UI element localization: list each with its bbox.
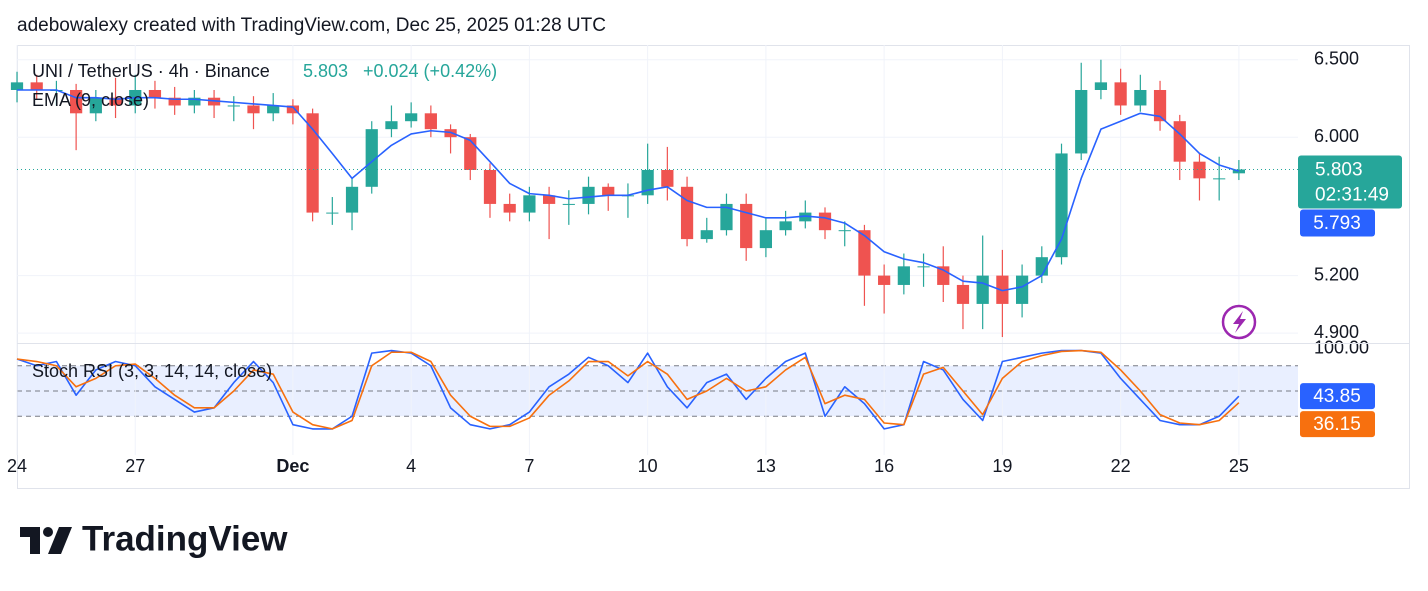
candle-body [267,105,280,114]
x-tick-label: 25 [1229,456,1249,476]
candle-body [1232,169,1245,174]
candle-body [878,275,891,285]
candle-body [286,105,300,114]
stoch-line [16,349,1240,430]
candle-body [818,212,832,231]
y-tick-label: 6.500 [1314,49,1359,69]
x-tick-label: 7 [524,456,534,476]
x-tick-label: 13 [756,456,776,476]
price-tag-label: 5.793 [1313,213,1361,234]
candle-body [365,129,378,187]
x-tick-label: 24 [7,456,27,476]
candle-body [562,203,575,205]
candle-body [1015,275,1029,304]
candle-body [1094,82,1108,90]
candle-body [917,266,930,268]
legend-change: +0.024 (+0.42%) [363,61,497,81]
candle-body [30,82,43,90]
label-layer: 4.900 5.200 6.000 6.500 UNI / TetherUS · 4h … [7,49,1402,476]
candle-body [464,137,477,170]
header: adebowalexy created with TradingView.com… [17,15,606,36]
y-tick-label: 4.900 [1314,322,1359,342]
candle-body [188,97,201,106]
candle-body [582,186,595,204]
y-tick-label: 100.00 [1314,338,1369,358]
y-tick-label: 5.200 [1314,264,1359,284]
stoch-line [16,349,1240,430]
ema-line [17,89,1240,292]
x-tick-label: 16 [874,456,894,476]
candle-body [700,230,713,240]
price-tag-label: 36.15 [1313,414,1361,435]
x-tick-label: 27 [125,456,145,476]
candle-body [109,97,122,106]
candle-body [680,186,694,240]
candle-body [759,230,773,249]
candle-body [227,105,240,107]
candle-body [405,113,418,122]
candle-body [424,113,437,130]
price-tag [1298,155,1402,209]
x-tick-label: 19 [992,456,1012,476]
candle-body [503,203,516,213]
candle-body [1075,89,1088,154]
candle-body [306,113,319,213]
candle-body [956,284,970,304]
countdown-label: 02:31:49 [1315,184,1389,205]
candle-body [1134,89,1147,106]
candle-body [385,121,398,130]
legend-symbol: UNI / TetherUS · 4h · Binance [32,61,270,81]
candle-body [483,169,497,204]
candle-body [1213,178,1226,180]
x-tick-label: 22 [1111,456,1131,476]
legend-indicator: Stoch RSI (3, 3, 14, 14, close) [32,361,272,381]
legend-last: 5.803 [303,61,348,81]
candle-body [720,203,733,231]
candle-body [345,186,359,213]
candle-body [168,97,181,106]
candle-body [542,195,556,204]
logo: TradingView [20,519,288,558]
plot-layer [10,59,1298,430]
candle-body [740,203,753,249]
candle-body [897,266,910,285]
candle-body [89,97,102,114]
candle-body [1193,161,1206,179]
price-tag [1300,383,1375,410]
logo-text: TradingView [82,519,288,558]
candle-body [838,230,851,232]
candle-body [779,221,792,231]
candle-body [326,212,339,214]
price-tag [1300,209,1375,237]
price-tag-label: 5.803 [1315,159,1363,180]
candle-body [1173,121,1186,162]
price-tag [1300,411,1375,438]
candle-body [523,195,536,213]
candle-body [1114,82,1127,106]
candle-body [858,230,871,276]
y-tick-label: 6.000 [1314,126,1359,146]
x-tick-label: 10 [638,456,658,476]
candle-body [799,212,812,222]
candle-body [148,89,162,98]
legend-indicator: EMA (9, close) [32,90,149,110]
candle-body [247,105,260,114]
x-tick-label: Dec [276,456,309,476]
alert-icon[interactable] [1221,304,1257,340]
candle-body [10,82,24,90]
candle-body [661,169,674,187]
x-tick-label: 4 [406,456,416,476]
candle-body [1153,89,1167,122]
candle-body [976,275,989,304]
candle-body [602,186,615,196]
price-tag-label: 43.85 [1313,386,1361,407]
